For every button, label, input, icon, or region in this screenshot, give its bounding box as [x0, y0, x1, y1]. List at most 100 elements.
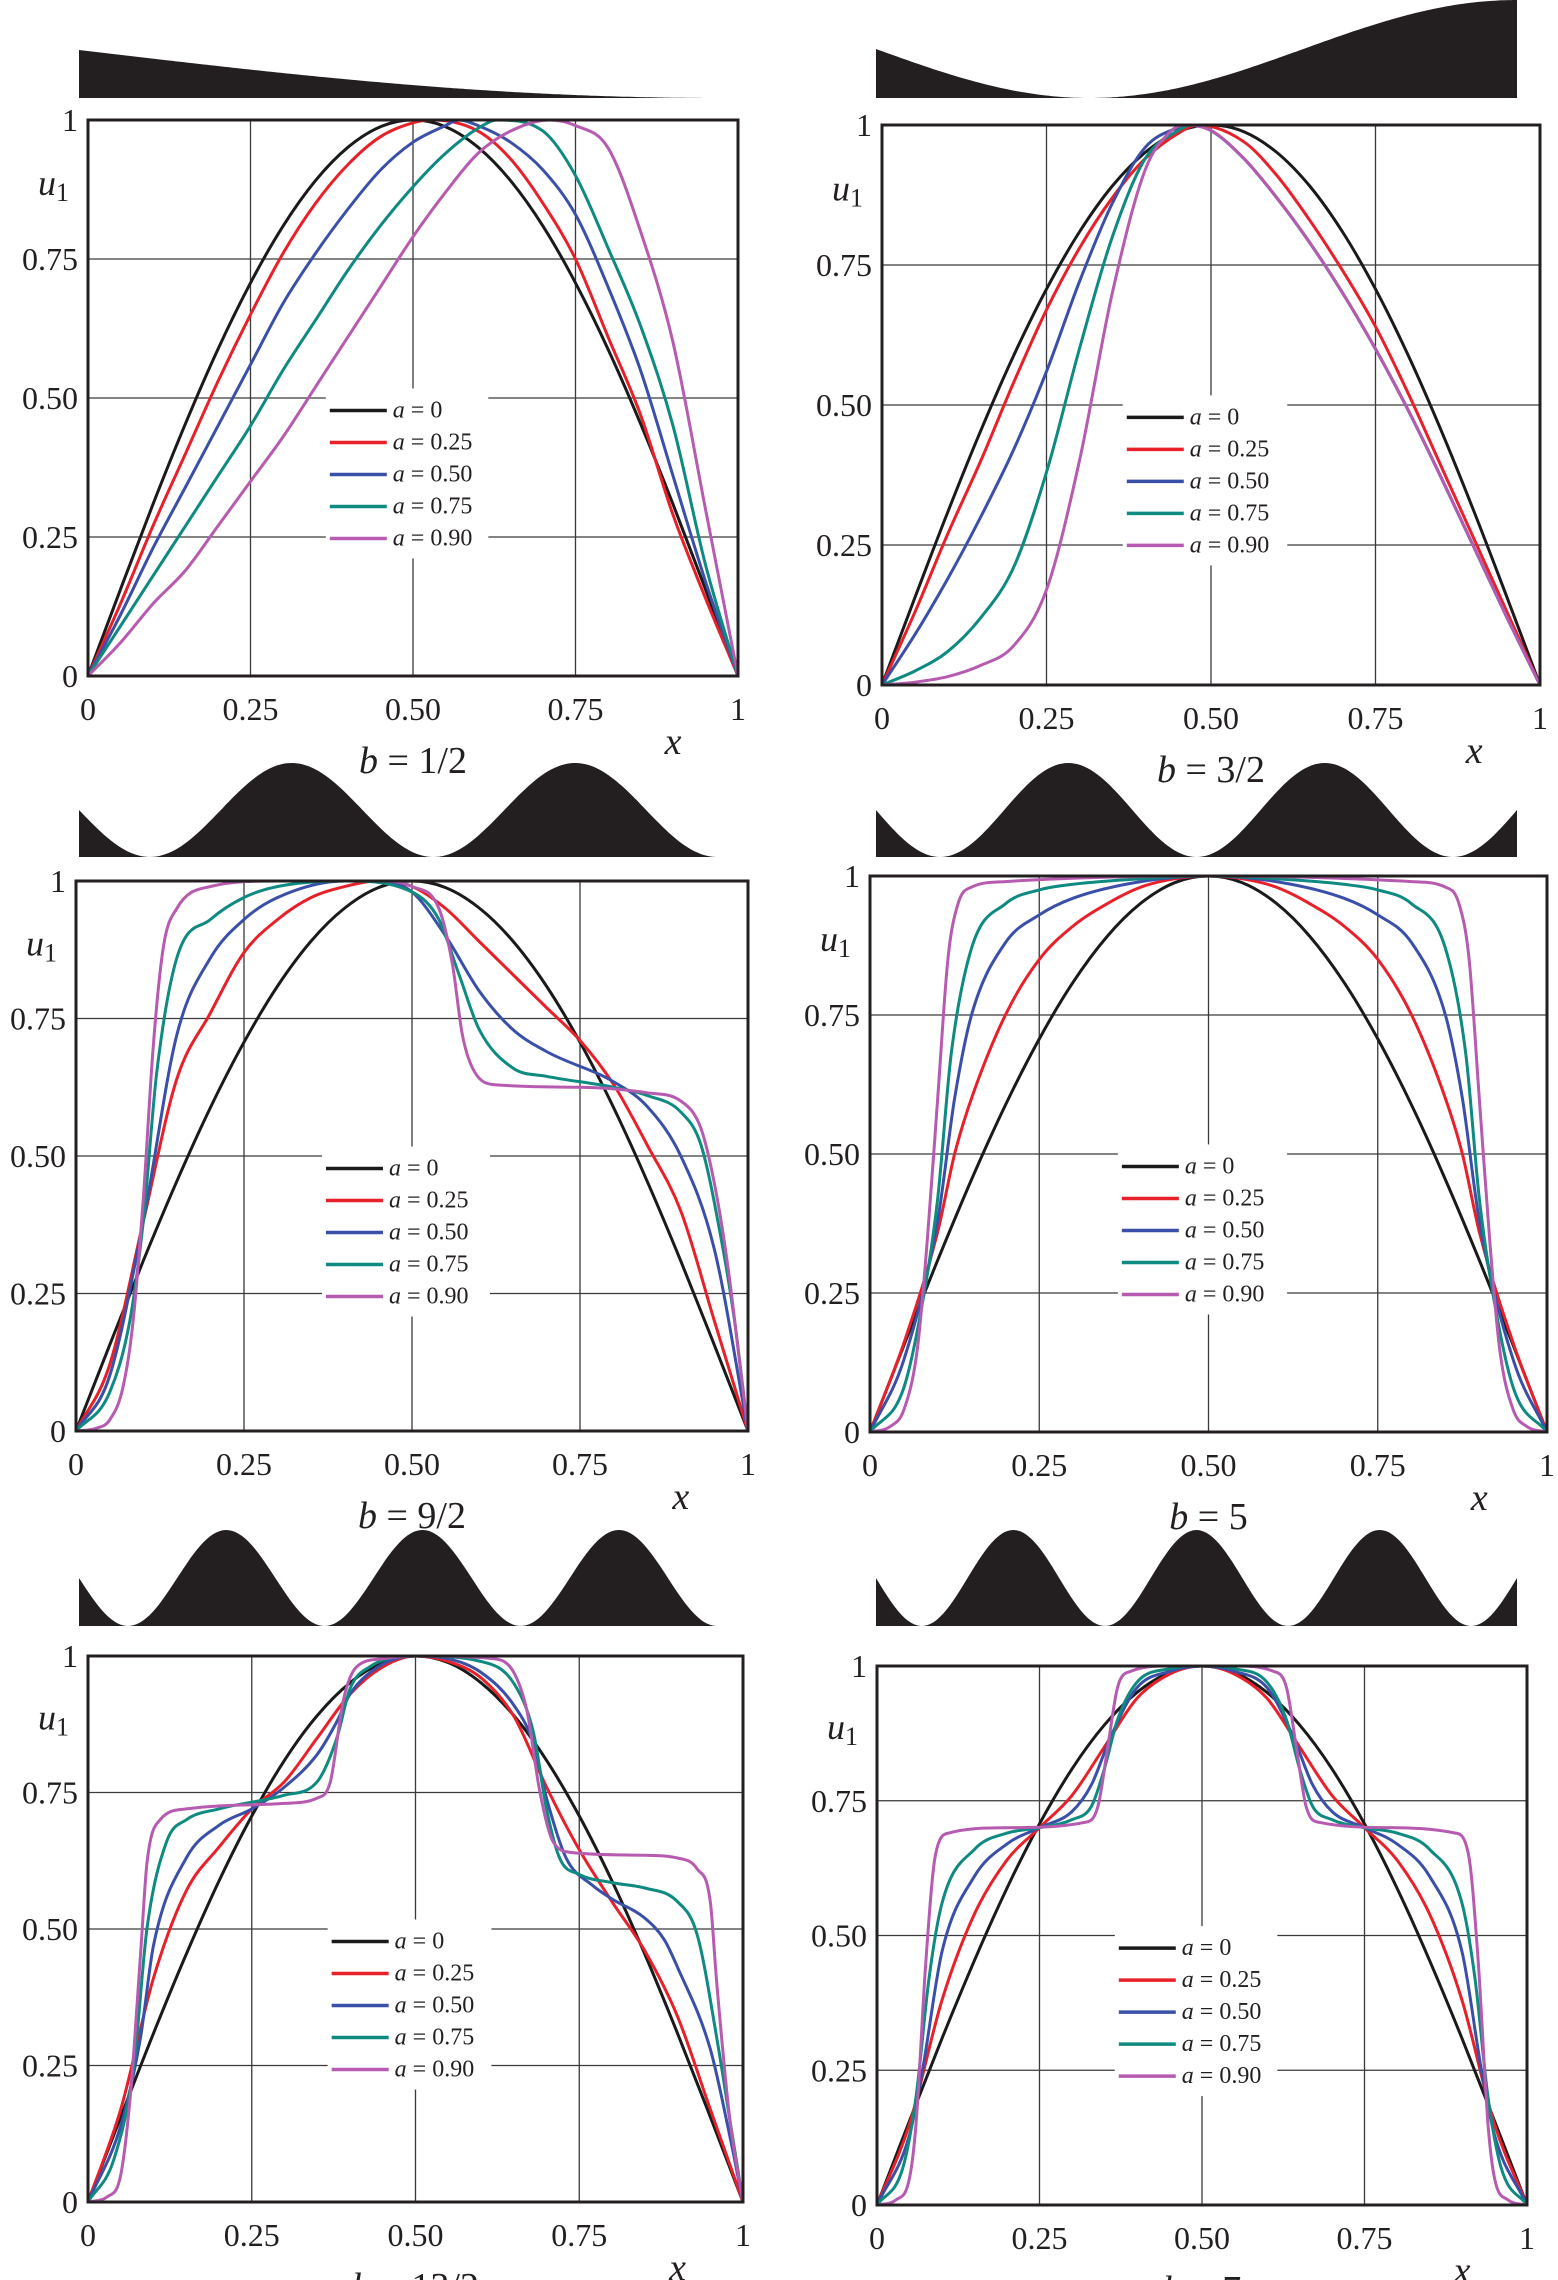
y-tick-label: 0.25	[10, 1276, 66, 1312]
y-axis-label-symbol: u	[26, 923, 44, 963]
legend-label-symbol: a	[395, 1961, 407, 1987]
x-tick-label: 0.75	[551, 2217, 607, 2253]
legend-label-symbol: a	[389, 1252, 401, 1278]
legend-label-value: = 0	[401, 1156, 439, 1182]
legend-label-symbol: a	[395, 2025, 407, 2051]
series-line-a0.25	[86, 118, 740, 677]
y-axis-label: u1	[26, 923, 57, 967]
x-tick-label: 1	[1519, 2220, 1535, 2256]
legend-label-value: = 0.90	[405, 525, 473, 551]
legend-label-symbol: a	[1190, 532, 1202, 558]
legend-label: a = 0.75	[1182, 2031, 1262, 2057]
legend-label-value: = 0.90	[1194, 2063, 1262, 2089]
legend-label-symbol: a	[389, 1156, 401, 1182]
density-profile	[876, 763, 1517, 857]
panel-caption: b = 7	[1163, 2269, 1241, 2280]
x-tick-label: 1	[1532, 700, 1548, 736]
legend-label-value: = 0.75	[407, 2025, 475, 2051]
x-tick-label: 0	[80, 691, 96, 727]
y-tick-label: 0.50	[22, 380, 78, 416]
legend-label-value: = 0.50	[405, 461, 473, 487]
y-tick-label: 0.25	[804, 1275, 860, 1311]
legend-label-value: = 0.75	[1194, 2031, 1262, 2057]
legend-label: a = 0	[395, 1929, 445, 1955]
legend-label-value: = 0	[405, 397, 443, 423]
legend-label: a = 0	[1182, 1935, 1232, 1961]
y-tick-label: 0	[62, 2184, 78, 2220]
legend-label: a = 0.25	[389, 1188, 469, 1214]
y-tick-label: 0	[844, 1414, 860, 1450]
x-tick-label: 0.50	[385, 691, 441, 727]
y-tick-label: 0.50	[10, 1138, 66, 1174]
plot-frame	[880, 123, 1542, 687]
caption-symbol: b	[1157, 749, 1176, 791]
legend-label-symbol: a	[1182, 1999, 1194, 2025]
legend-label-symbol: a	[389, 1220, 401, 1246]
x-tick-label: 0.25	[1019, 700, 1075, 736]
x-axis-label: x	[1470, 1477, 1488, 1519]
series-line-a0.75	[86, 118, 740, 677]
legend-label-value: = 0.25	[405, 429, 473, 455]
x-tick-label: 1	[740, 1446, 756, 1482]
legend-label-symbol: a	[395, 2057, 407, 2083]
legend-label-value: = 0.90	[407, 2057, 475, 2083]
legend-label-value: = 0.75	[1202, 500, 1270, 526]
legend-label-value: = 0.50	[1194, 1999, 1262, 2025]
x-tick-label: 0.75	[552, 1446, 608, 1482]
x-tick-label: 0.25	[224, 2217, 280, 2253]
legend-label-value: = 0.50	[1197, 1217, 1265, 1243]
y-tick-label: 0	[856, 667, 872, 703]
x-axis-label: x	[671, 1476, 689, 1518]
series-line-a0.50	[86, 1654, 745, 2203]
y-tick-label: 0.50	[811, 1918, 867, 1954]
y-tick-label: 0.25	[22, 2048, 78, 2084]
y-axis-label-subscript: 1	[56, 1713, 69, 1742]
legend-label: a = 0.50	[1182, 1999, 1262, 2025]
x-tick-label: 1	[730, 691, 746, 727]
legend-label: a = 0	[1185, 1153, 1235, 1179]
x-tick-label: 0.50	[1183, 700, 1239, 736]
series-line-a0.50	[86, 118, 740, 677]
x-tick-label: 0.25	[1012, 2220, 1068, 2256]
y-axis-label-subscript: 1	[845, 1722, 858, 1751]
y-tick-label: 0	[50, 1413, 66, 1449]
x-tick-label: 1	[735, 2217, 751, 2253]
y-tick-label: 0.75	[10, 1001, 66, 1037]
legend-label-symbol: a	[395, 1929, 407, 1955]
caption-value: = 13/2	[371, 2266, 479, 2280]
y-axis-label: u1	[827, 1707, 858, 1751]
legend-label-symbol: a	[1190, 500, 1202, 526]
legend-label-value: = 0	[1197, 1153, 1235, 1179]
legend-label-symbol: a	[393, 493, 405, 519]
legend-label-value: = 0.90	[1197, 1281, 1265, 1307]
x-tick-label: 0	[869, 2220, 885, 2256]
caption-value: = 3/2	[1176, 749, 1265, 791]
legend-label: a = 0.50	[395, 1993, 475, 2019]
y-tick-label: 0	[62, 658, 78, 694]
legend-label-symbol: a	[393, 525, 405, 551]
plot-frame	[875, 1664, 1529, 2207]
legend-label: a = 0.75	[395, 2025, 475, 2051]
y-axis-label-symbol: u	[38, 163, 56, 203]
panel-caption: b = 1/2	[359, 740, 467, 782]
legend-label: a = 0.75	[389, 1252, 469, 1278]
plot-frame	[86, 118, 740, 678]
legend-label: a = 0.50	[1185, 1217, 1265, 1243]
x-axis-label: x	[668, 2247, 686, 2280]
legend-label-value: = 0	[1194, 1935, 1232, 1961]
legend-label-symbol: a	[1182, 2031, 1194, 2057]
density-profile	[876, 0, 1517, 98]
legend-label-value: = 0	[407, 1929, 445, 1955]
x-tick-label: 1	[1539, 1447, 1555, 1483]
x-tick-label: 0.75	[1337, 2220, 1393, 2256]
y-tick-label: 1	[50, 863, 66, 899]
legend-label-value: = 0.50	[1202, 468, 1270, 494]
legend-label: a = 0.50	[393, 461, 473, 487]
legend-label-symbol: a	[1185, 1249, 1197, 1275]
y-axis-label: u1	[832, 169, 863, 213]
legend-label-value: = 0.90	[401, 1284, 469, 1310]
